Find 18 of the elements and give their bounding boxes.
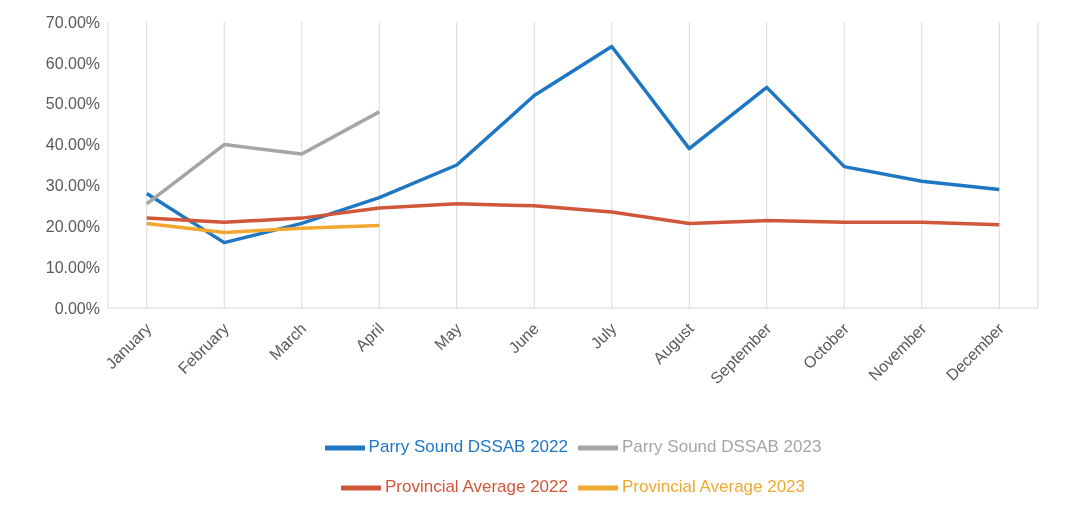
legend-label: Parry Sound DSSAB 2022: [368, 437, 568, 457]
y-tick-label: 70.00%: [45, 13, 100, 31]
y-tick-label: 0.00%: [54, 299, 100, 317]
line-series: [145, 221, 381, 235]
line-series: [145, 202, 1001, 227]
legend-label: Provincial Average 2022: [384, 477, 568, 497]
x-tick-label: July: [587, 319, 620, 352]
y-tick-label: 40.00%: [45, 136, 100, 154]
y-tick-label: 20.00%: [45, 217, 100, 235]
legend-label: Parry Sound DSSAB 2023: [622, 437, 822, 457]
y-tick-label: 60.00%: [45, 54, 100, 72]
y-tick-label: 10.00%: [45, 258, 100, 276]
y-tick-label: 30.00%: [45, 177, 100, 195]
line-series: [145, 110, 381, 206]
x-tick-label: May: [431, 319, 465, 354]
line-series: [145, 44, 1001, 245]
legend-label: Provincial Average 2023: [622, 477, 806, 497]
y-tick-label: 50.00%: [45, 95, 100, 113]
